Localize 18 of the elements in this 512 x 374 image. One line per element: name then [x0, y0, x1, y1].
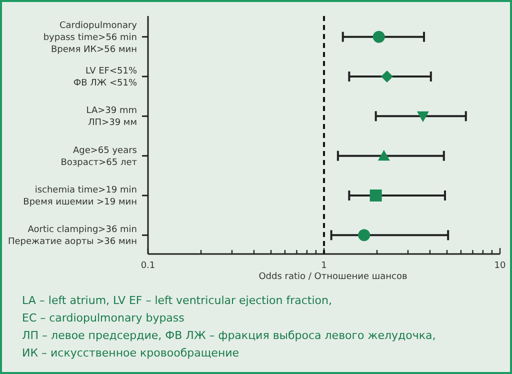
- point: [378, 150, 390, 161]
- point: [370, 190, 382, 202]
- y-tick-label: LV EF<51% ФВ ЛЖ <51%: [73, 66, 138, 88]
- y-tick-label: Age>65 years Возраст>65 лет: [60, 146, 138, 168]
- text: EC – cardiopulmonary bypass: [22, 312, 185, 324]
- x-tick-label: 10: [494, 261, 506, 271]
- text: LA – left atrium, LV EF – left ventricular ejection fraction,: [22, 294, 332, 307]
- text: ЛП – левое предсердие, ФВ ЛЖ – фракция выброса левого желудочка,: [22, 329, 436, 342]
- y-tick-label: ischemia time>19 min Время ишемии >19 мин: [23, 186, 138, 208]
- x-axis-title: Odds ratio / Отношение шансов: [258, 272, 408, 282]
- point: [372, 30, 385, 43]
- text: ИК – искусственное кровообращение: [22, 346, 240, 360]
- point: [416, 111, 429, 122]
- x-tick-label: 1: [321, 261, 327, 271]
- x-tick-label: 0.1: [140, 261, 156, 271]
- y-tick-label: LA>39 mm ЛП>39 мм: [86, 106, 137, 128]
- y-tick-label: Aortic clamping>36 min Пережатие аорты >36 мин: [8, 225, 138, 248]
- y-tick-label: Cardiopulmonary bypass time>56 min Время ИК>56 мин: [43, 20, 138, 55]
